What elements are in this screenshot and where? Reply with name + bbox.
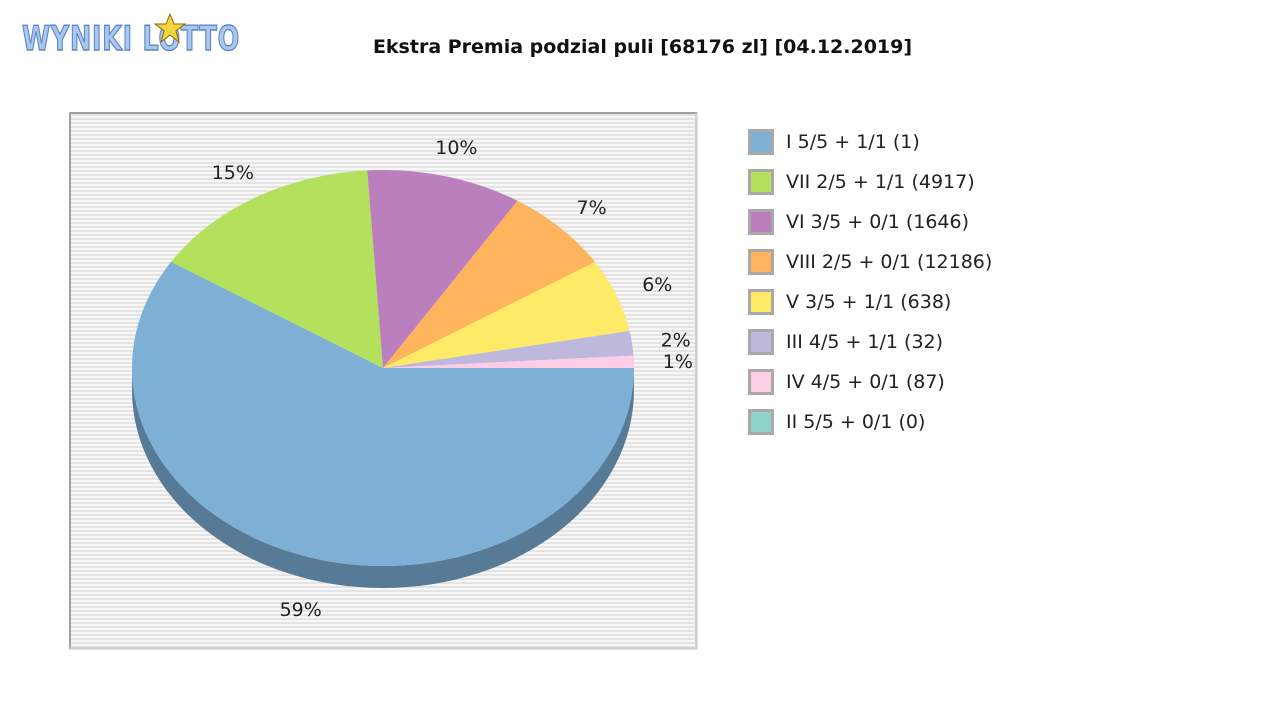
legend-item: I 5/5 + 1/1 (1) (748, 122, 992, 162)
legend-item: V 3/5 + 1/1 (638) (748, 282, 992, 322)
legend-item: VII 2/5 + 1/1 (4917) (748, 162, 992, 202)
chart-title: Ekstra Premia podzial puli [68176 zl] [0… (372, 36, 913, 58)
legend-swatch (748, 369, 774, 395)
legend-label: VIII 2/5 + 0/1 (12186) (786, 251, 993, 273)
legend-item: IV 4/5 + 0/1 (87) (748, 362, 992, 402)
legend: I 5/5 + 1/1 (1) VII 2/5 + 1/1 (4917) VI 3/… (748, 122, 992, 442)
legend-label: VI 3/5 + 0/1 (1646) (786, 211, 970, 233)
pie-slice-vi-3-5-0-1-1646 (367, 169, 518, 368)
pie-percent-labels: 59% 15% 10% 7% 6% 2%1% (212, 137, 693, 621)
legend-swatch (748, 249, 774, 275)
legend-label: I 5/5 + 1/1 (1) (786, 131, 920, 153)
pie-label-2: 15% (212, 162, 254, 184)
legend-swatch (748, 409, 774, 435)
pie-slices (132, 169, 634, 566)
legend-label: V 3/5 + 1/1 (638) (786, 291, 952, 313)
pie-label-5: 6% (642, 274, 672, 296)
logo-text: WYNIKI LOTTO (22, 19, 240, 59)
legend-swatch (748, 209, 774, 235)
pie-slice-viii-2-5-0-1-12186 (383, 200, 595, 368)
pie-label-3: 10% (435, 137, 477, 159)
pie-label-1: 59% (280, 599, 322, 621)
legend-swatch (748, 289, 774, 315)
pie-slice-iv-4-5-0-1-87 (383, 355, 634, 368)
pie-label-4: 7% (577, 197, 607, 219)
legend-item: VI 3/5 + 0/1 (1646) (748, 202, 992, 242)
legend-item: VIII 2/5 + 0/1 (12186) (748, 242, 992, 282)
legend-item: II 5/5 + 0/1 (0) (748, 402, 992, 442)
wyniki-lotto-logo: WYNIKI LOTTO (21, 12, 240, 60)
legend-item: III 4/5 + 1/1 (32) (748, 322, 992, 362)
legend-label: VII 2/5 + 1/1 (4917) (786, 171, 975, 193)
legend-swatch (748, 129, 774, 155)
star-icon (153, 12, 187, 44)
legend-label: IV 4/5 + 0/1 (87) (786, 371, 945, 393)
pie-slice-vii-2-5-1-1-4917 (171, 170, 383, 368)
legend-label: III 4/5 + 1/1 (32) (786, 331, 944, 353)
pie-slice-v-3-5-1-1-638 (383, 261, 630, 368)
pie-slice-i-5-5-1-1-1 (132, 261, 634, 566)
legend-label: II 5/5 + 0/1 (0) (786, 411, 926, 433)
pie-label-7: 1% (663, 351, 693, 373)
pie-label-6: 2% (661, 329, 691, 351)
legend-swatch (748, 329, 774, 355)
legend-swatch (748, 169, 774, 195)
pie-slice-iii-4-5-1-1-32 (383, 330, 634, 368)
